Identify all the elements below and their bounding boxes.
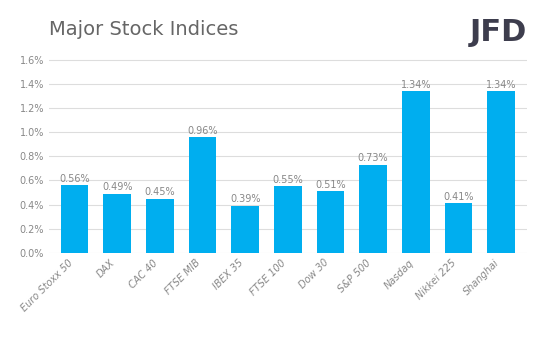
- Text: 1.34%: 1.34%: [401, 80, 431, 90]
- Text: 0.55%: 0.55%: [273, 175, 303, 185]
- Text: JFD: JFD: [469, 18, 527, 47]
- Bar: [317, 191, 344, 253]
- Bar: [61, 185, 89, 253]
- Bar: [146, 199, 174, 253]
- Bar: [231, 206, 259, 253]
- Text: 0.41%: 0.41%: [443, 192, 473, 202]
- Bar: [445, 203, 472, 253]
- Text: 0.96%: 0.96%: [187, 126, 218, 136]
- Text: 0.51%: 0.51%: [315, 180, 346, 190]
- Bar: [487, 91, 515, 253]
- Bar: [274, 186, 302, 253]
- Bar: [103, 194, 131, 253]
- Bar: [359, 165, 387, 253]
- Bar: [188, 137, 216, 253]
- Text: 0.39%: 0.39%: [230, 194, 261, 204]
- Text: 0.73%: 0.73%: [358, 153, 388, 163]
- Text: 0.45%: 0.45%: [144, 187, 175, 197]
- Text: 0.56%: 0.56%: [59, 174, 90, 184]
- Text: Major Stock Indices: Major Stock Indices: [49, 20, 238, 39]
- Bar: [402, 91, 430, 253]
- Text: 0.49%: 0.49%: [102, 182, 132, 192]
- Text: 1.34%: 1.34%: [486, 80, 516, 90]
